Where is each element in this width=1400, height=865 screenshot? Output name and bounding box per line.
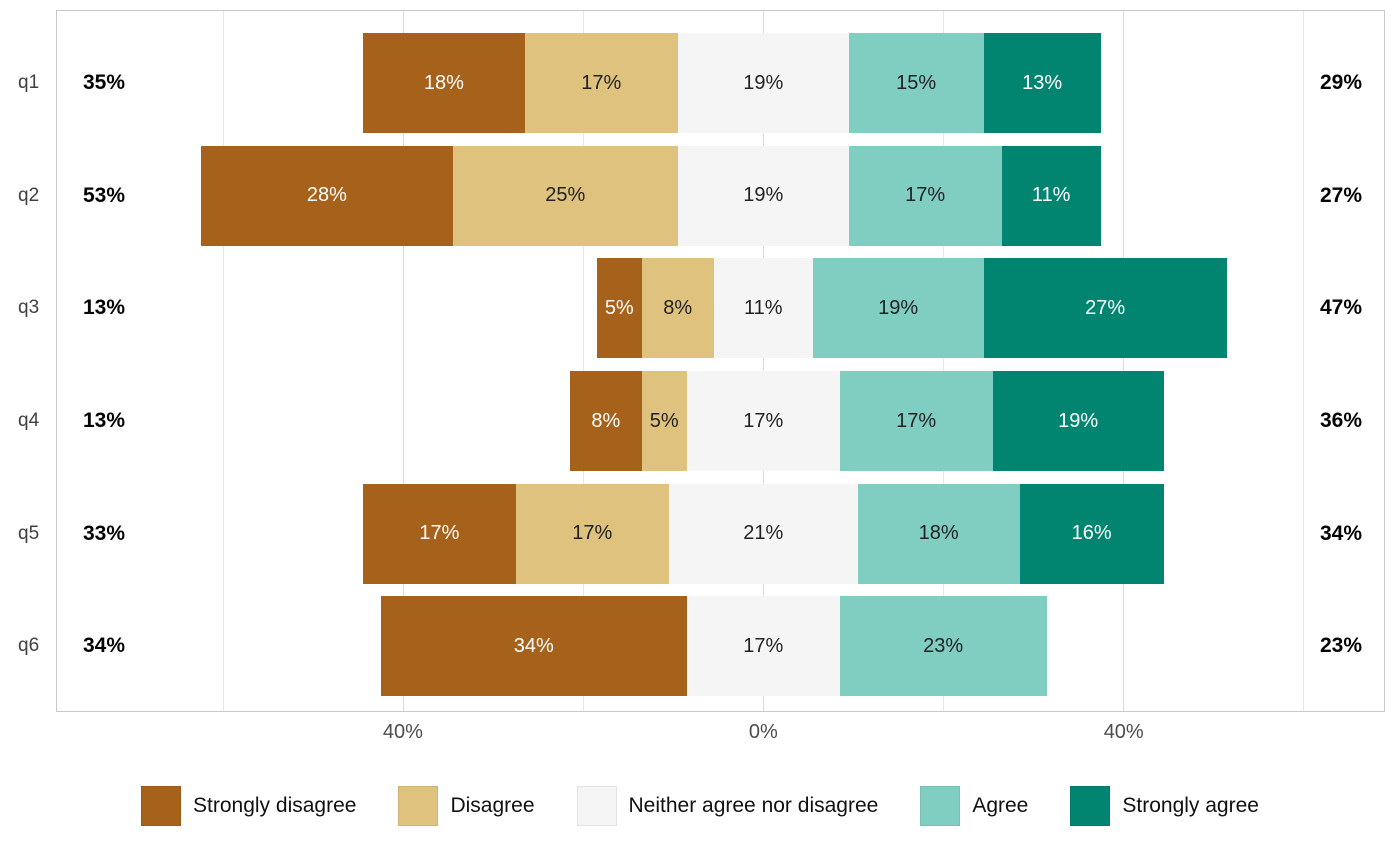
bar-segment-q1-1: 17% <box>524 33 678 134</box>
bar-segment-q4-1: 5% <box>641 371 687 472</box>
question-label-q1: q1 <box>18 72 40 94</box>
bar-segment-q6-0: 34% <box>380 596 687 697</box>
legend-item-neither: Neither agree nor disagree <box>576 786 879 826</box>
bar-segment-q1-3: 15% <box>848 33 984 134</box>
question-label-q3: q3 <box>18 297 40 319</box>
neither-swatch-icon <box>576 786 617 826</box>
bar-segment-q4-4: 19% <box>992 371 1164 472</box>
bar-segment-q2-4: 11% <box>1001 145 1101 246</box>
bar-segment-q3-3: 19% <box>812 258 984 359</box>
left-total-q2: 53% <box>83 183 126 207</box>
bar-segment-q2-3: 17% <box>848 145 1002 246</box>
legend-label: Agree <box>972 794 1029 817</box>
bar-segment-q5-2: 21% <box>668 483 858 584</box>
bar-segment-q2-1: 25% <box>452 145 678 246</box>
bar-segment-q3-1: 8% <box>641 258 714 359</box>
gridline <box>943 11 945 711</box>
legend: Strongly disagree Disagree Neither agree… <box>0 786 1400 826</box>
left-total-q1: 35% <box>83 71 126 95</box>
gridline <box>403 11 405 711</box>
bar-segment-q6-3: 23% <box>839 596 1047 697</box>
bar-row-q5: q5 17% 17% 21% 18% 16% 33% 34% <box>18 477 1384 590</box>
bar-row-q6: q6 34% 17% 23% 34% 23% <box>18 590 1384 703</box>
rows: q1 18% 17% 19% 15% 13% 35% 29% q2 28% 25% 19% 17% 11%… <box>18 11 1384 711</box>
gridlines <box>57 11 1384 711</box>
bar-segment-q1-4: 13% <box>983 33 1101 134</box>
bar-segment-q5-4: 16% <box>1019 483 1164 584</box>
right-total-q4: 36% <box>1319 409 1362 433</box>
right-total-q1: 29% <box>1319 71 1362 95</box>
bar-row-q1: q1 18% 17% 19% 15% 13% 35% 29% <box>18 27 1384 140</box>
left-total-q5: 33% <box>83 521 126 545</box>
question-label-q4: q4 <box>18 410 40 432</box>
question-label-q5: q5 <box>18 522 40 544</box>
bar-segment-q6-2: 17% <box>686 596 840 697</box>
bar-segment-q5-1: 17% <box>515 483 669 584</box>
x-tick-label: 40% <box>1103 721 1144 743</box>
disagree-swatch-icon <box>398 786 439 826</box>
question-label-q2: q2 <box>18 184 40 206</box>
gridline <box>763 11 765 711</box>
legend-label: Strongly disagree <box>193 794 357 817</box>
bar-segment-q1-2: 19% <box>677 33 849 134</box>
left-total-q4: 13% <box>83 409 126 433</box>
gridline <box>1123 11 1125 711</box>
bar-segment-q2-2: 19% <box>677 145 849 246</box>
bar-segment-q2-0: 28% <box>200 145 453 246</box>
legend-label: Strongly agree <box>1122 794 1259 817</box>
question-label-q6: q6 <box>18 635 40 657</box>
bar-segment-q3-4: 27% <box>983 258 1227 359</box>
bar-segment-q3-2: 11% <box>713 258 813 359</box>
x-axis: 40% 0% 40% <box>56 721 1385 749</box>
gridline <box>1303 11 1305 711</box>
right-total-q3: 47% <box>1319 296 1362 320</box>
bar-row-q3: q3 5% 8% 11% 19% 27% 13% 47% <box>18 252 1384 365</box>
right-total-q5: 34% <box>1319 521 1362 545</box>
plot-panel: q1 18% 17% 19% 15% 13% 35% 29% q2 28% 25% 19% 17% 11%… <box>18 10 1385 712</box>
bar-row-q2: q2 28% 25% 19% 17% 11% 53% 27% <box>18 140 1384 253</box>
legend-item-disagree: Disagree <box>398 786 535 826</box>
gridline <box>223 11 225 711</box>
strongly-disagree-swatch-icon <box>141 786 182 826</box>
agree-swatch-icon <box>920 786 961 826</box>
legend-item-strongly-agree: Strongly agree <box>1070 786 1259 826</box>
bar-segment-q4-3: 17% <box>839 371 993 472</box>
x-tick-label: 0% <box>748 721 778 743</box>
right-total-q6: 23% <box>1319 634 1362 658</box>
strongly-agree-swatch-icon <box>1070 786 1111 826</box>
bar-segment-q4-2: 17% <box>686 371 840 472</box>
left-total-q3: 13% <box>83 296 126 320</box>
legend-label: Disagree <box>450 794 535 817</box>
legend-label: Neither agree nor disagree <box>628 794 879 817</box>
legend-item-agree: Agree <box>920 786 1028 826</box>
bar-segment-q4-0: 8% <box>569 371 642 472</box>
gridline <box>583 11 585 711</box>
bar-segment-q5-3: 18% <box>857 483 1020 584</box>
x-tick-label: 40% <box>382 721 423 743</box>
bar-segment-q3-0: 5% <box>596 258 642 359</box>
bar-segment-q5-0: 17% <box>362 483 516 584</box>
bar-segment-q1-0: 18% <box>362 33 525 134</box>
left-total-q6: 34% <box>83 634 126 658</box>
bar-row-q4: q4 8% 5% 17% 17% 19% 13% 36% <box>18 365 1384 478</box>
right-total-q2: 27% <box>1319 183 1362 207</box>
legend-item-strongly-disagree: Strongly disagree <box>141 786 356 826</box>
